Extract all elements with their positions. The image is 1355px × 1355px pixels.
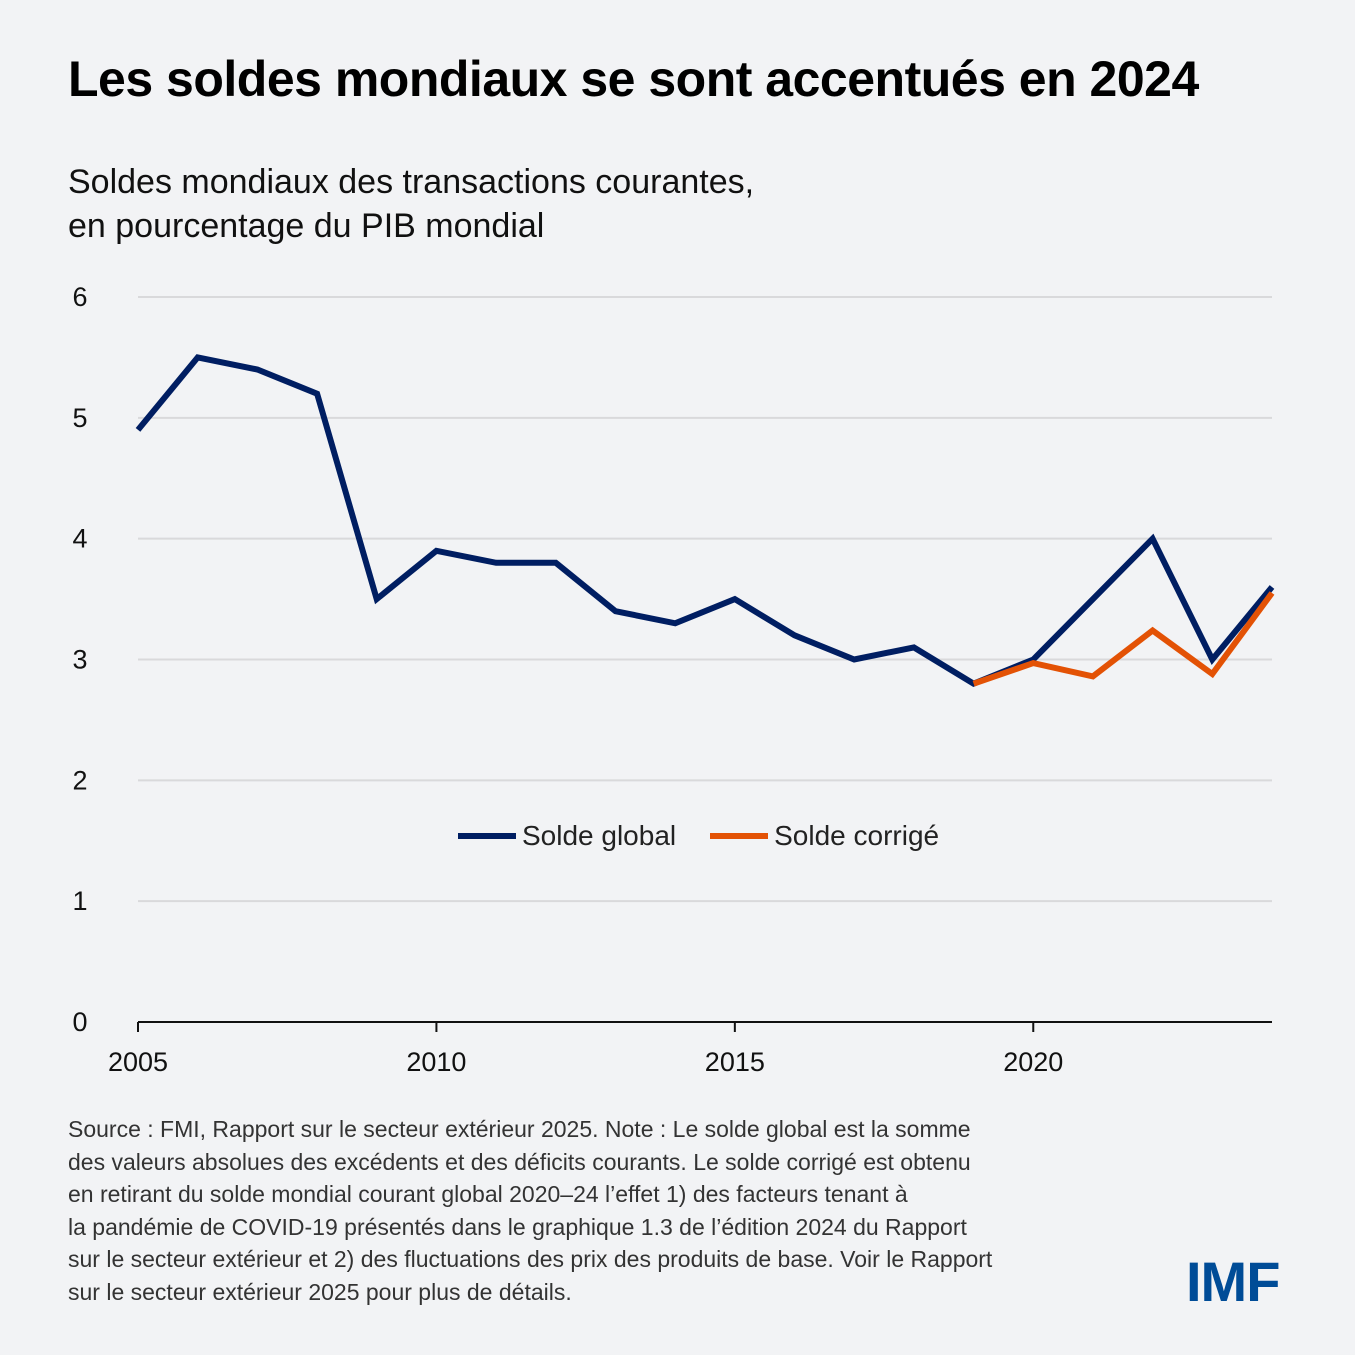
subtitle-line: en pourcentage du PIB mondial	[68, 207, 545, 245]
source-note: Source : FMI, Rapport sur le secteur ext…	[68, 1113, 1148, 1308]
legend-item-solde-global: Solde global	[458, 820, 676, 852]
y-tick-label: 4	[72, 524, 87, 554]
y-tick-label: 6	[72, 282, 87, 312]
subtitle-line: Soldes mondiaux des transactions courant…	[68, 163, 755, 201]
series-line-solde-global	[135, 354, 1275, 688]
x-tick-label: 2015	[705, 1047, 765, 1077]
note-line: en retirant du solde mondial courant glo…	[68, 1181, 908, 1207]
legend-label: Solde global	[522, 820, 677, 851]
y-axis-ticks: 0 1 2 3 4 5 6	[72, 282, 87, 1037]
y-tick-label: 0	[72, 1007, 87, 1037]
note-line: Source : FMI, Rapport sur le secteur ext…	[68, 1116, 971, 1142]
x-tick-label: 2010	[406, 1047, 466, 1077]
imf-logo: IMF	[1186, 1250, 1280, 1313]
y-tick-label: 1	[72, 886, 87, 916]
note-line: sur le secteur extérieur et 2) des fluct…	[68, 1246, 993, 1272]
x-axis: 2005 2010 2015 2020	[108, 1021, 1272, 1077]
chart-title: Les soldes mondiaux se sont accentués en…	[68, 51, 1199, 107]
y-tick-label: 3	[72, 645, 87, 675]
legend-label: Solde corrigé	[774, 820, 940, 851]
x-tick-label: 2005	[108, 1047, 168, 1077]
note-line: des valeurs absolues des excédents et de…	[68, 1148, 971, 1175]
legend-swatch-solde-global	[458, 833, 516, 839]
note-line: la pandémie de COVID-19 présentés dans l…	[68, 1213, 967, 1240]
y-tick-label: 2	[72, 765, 87, 795]
legend-swatch-solde-corrige	[710, 833, 769, 839]
series-line-solde-corrige	[972, 591, 1275, 687]
chart-subtitle: Soldes mondiaux des transactions courant…	[68, 160, 754, 248]
note-line: sur le secteur extérieur 2025 pour plus …	[68, 1278, 572, 1305]
x-tick-label: 2020	[1003, 1047, 1063, 1077]
y-tick-label: 5	[72, 403, 87, 433]
legend: Solde global Solde corrigé	[458, 820, 939, 852]
legend-item-solde-corrige: Solde corrigé	[710, 820, 939, 852]
series-lines	[135, 354, 1275, 688]
